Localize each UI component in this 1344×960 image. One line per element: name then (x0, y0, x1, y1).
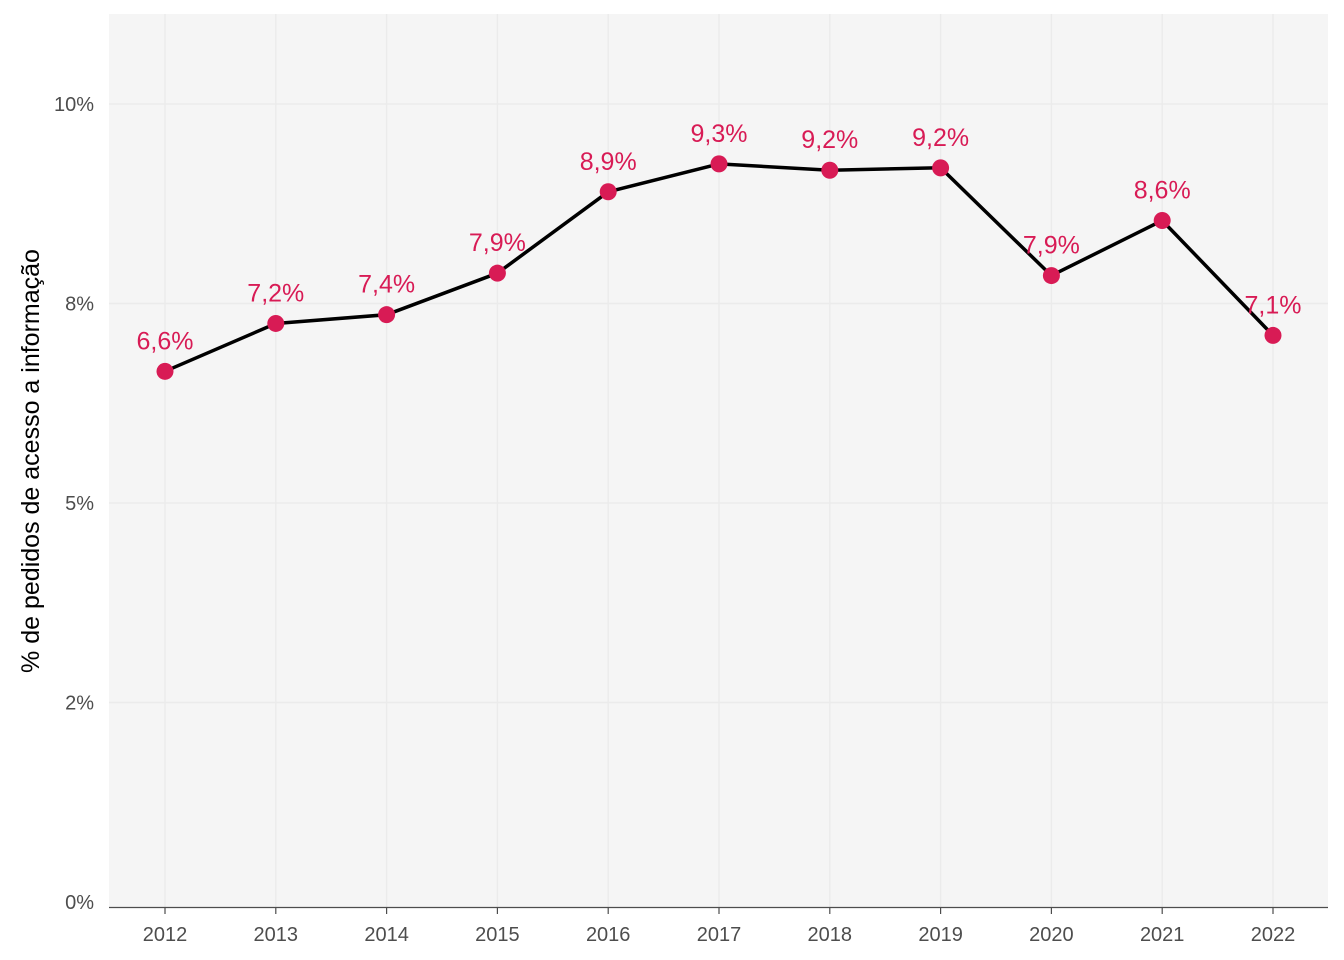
x-tick-label: 2018 (808, 924, 853, 946)
data-label: 9,3% (691, 120, 748, 148)
data-point (1153, 212, 1171, 230)
data-point (932, 159, 950, 177)
data-point (156, 362, 174, 380)
x-tick-label: 2013 (254, 924, 299, 946)
data-point (710, 155, 728, 173)
data-label: 7,9% (469, 229, 526, 257)
data-label: 9,2% (912, 124, 969, 152)
y-axis-ticks: 0% 2% 5% 8% 10% (54, 94, 94, 914)
x-tick-label: 2014 (364, 924, 409, 946)
y-tick-label: 8% (65, 294, 94, 316)
data-label: 7,4% (358, 271, 415, 299)
data-point (488, 264, 506, 282)
data-point (599, 183, 617, 201)
x-tick-label: 2019 (918, 924, 963, 946)
data-label: 7,9% (1023, 232, 1080, 260)
data-label: 7,2% (247, 279, 304, 307)
data-points (156, 155, 1282, 380)
y-tick-label: 2% (65, 693, 94, 715)
x-axis-ticks: 2012 2013 2014 2015 2016 2017 2018 2019 2020 2021… (143, 907, 1296, 946)
x-tick-label: 2022 (1251, 924, 1296, 946)
x-tick-label: 2016 (586, 924, 631, 946)
y-tick-label: 10% (54, 94, 94, 116)
x-tick-label: 2012 (143, 924, 188, 946)
data-point (1042, 267, 1060, 285)
data-point (821, 161, 839, 179)
x-tick-label: 2015 (475, 924, 520, 946)
x-tick-label: 2021 (1140, 924, 1185, 946)
y-tick-label: 0% (65, 892, 94, 914)
data-label: 8,6% (1134, 177, 1191, 205)
data-point (267, 314, 285, 332)
x-tick-label: 2017 (697, 924, 742, 946)
x-tick-label: 2020 (1029, 924, 1074, 946)
data-labels: 6,6% 7,2% 7,4% 7,9% 8,9% 9,3% 9,2% 9,2% 7,9% 8,6%… (137, 120, 1302, 355)
data-label: 7,1% (1245, 291, 1302, 319)
data-label: 6,6% (137, 327, 194, 355)
data-point (378, 306, 396, 324)
y-axis-title: % de pedidos de acesso a informação (17, 249, 45, 673)
data-label: 9,2% (801, 126, 858, 154)
y-tick-label: 5% (65, 493, 94, 515)
gridlines (109, 14, 1328, 907)
data-label: 8,9% (580, 148, 637, 176)
data-point (1264, 326, 1282, 344)
